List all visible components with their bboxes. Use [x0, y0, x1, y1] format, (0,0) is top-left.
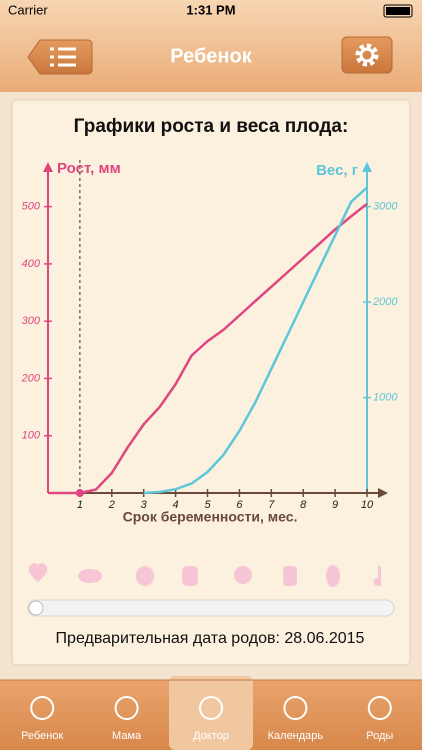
tab-icon: [283, 696, 308, 720]
tab-icon: [199, 696, 223, 720]
x-tick-label: 5: [204, 499, 211, 511]
gear-core: [359, 47, 375, 63]
y2-tick-label: 1000: [373, 391, 398, 403]
y-tick-label: 500: [22, 201, 41, 213]
tab-label: Календарь: [268, 730, 324, 742]
x-tick-label: 1: [77, 499, 83, 511]
tab-selected: [169, 676, 253, 750]
due-date: Предварительная дата родов: 28.06.2015: [56, 630, 365, 647]
menu-icon: [50, 47, 76, 67]
tab-label: Доктор: [193, 730, 229, 742]
chart-title: Графики роста и веса плода:: [74, 116, 349, 137]
y2-tick-label: 2000: [372, 296, 398, 308]
y-axis-label: Рост, мм: [57, 160, 121, 177]
card: [11, 99, 411, 666]
x-tick-label: 3: [141, 499, 148, 511]
battery-level: [386, 7, 410, 15]
tab-label: Ребенок: [21, 730, 63, 742]
clock: 1:31 PM: [186, 2, 235, 17]
x-tick-label: 9: [332, 499, 338, 511]
x-tick-label: 8: [300, 499, 307, 511]
x-axis-label: Срок беременности, мес.: [123, 509, 298, 525]
y2-axis-arrow: [362, 162, 372, 172]
y2-axis-label: Вес, г: [316, 162, 358, 179]
tab-icon: [114, 696, 139, 720]
y2-tick-label: 3000: [373, 201, 398, 213]
series-line: [143, 186, 368, 495]
x-axis-arrow: [378, 488, 388, 498]
tab-label: Роды: [366, 730, 393, 742]
x-tick-label: 10: [361, 499, 374, 511]
y-tick-label: 300: [22, 315, 41, 327]
nav-title: Ребенок: [170, 45, 252, 67]
slider-thumb[interactable]: [28, 600, 44, 616]
series-line: [48, 202, 368, 495]
gear-icon: [355, 43, 379, 67]
carrier: Carrier: [8, 2, 48, 17]
tab-icon: [367, 696, 392, 720]
y-tick-label: 400: [22, 258, 41, 270]
x-tick-label: 2: [108, 499, 115, 511]
y-axis-arrow: [43, 162, 53, 172]
x-tick-label: 7: [268, 499, 275, 511]
x-tick-label: 6: [236, 499, 243, 511]
organ-icons: [28, 563, 381, 587]
x-tick-label: 4: [173, 499, 179, 511]
tab-icon: [30, 696, 55, 720]
battery: [383, 4, 413, 18]
y-tick-label: 100: [22, 430, 41, 442]
settings-button[interactable]: [341, 36, 393, 74]
slider-track[interactable]: [27, 599, 395, 617]
tab-label: Мама: [112, 730, 142, 742]
current-dot: [75, 489, 84, 497]
y-tick-label: 200: [21, 372, 41, 384]
